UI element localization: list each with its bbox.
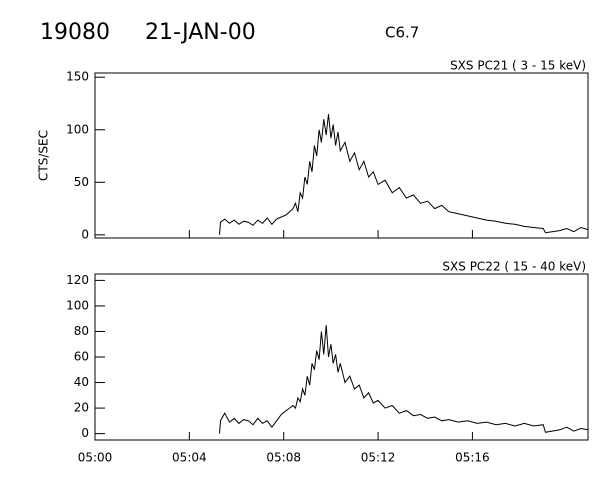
y-tick-label: 50 <box>74 175 89 189</box>
y-tick-label: 100 <box>66 122 89 136</box>
y-tick-label: 40 <box>74 375 89 389</box>
event-date: 21-JAN-00 <box>145 20 256 45</box>
event-id: 19080 <box>40 20 110 45</box>
y-tick-label: 150 <box>66 70 89 84</box>
x-tick-label: 05:00 <box>78 451 113 465</box>
y-tick-label: 80 <box>74 324 89 338</box>
y-tick-label: 20 <box>74 401 89 415</box>
y-tick-label: 120 <box>66 273 89 287</box>
y-tick-label: 100 <box>66 298 89 312</box>
y-axis-label: CTS/SEC <box>37 130 51 181</box>
y-tick-label: 60 <box>74 350 89 364</box>
plot-frame <box>94 72 589 239</box>
y-tick-label: 0 <box>81 227 89 241</box>
x-tick-label: 05:08 <box>266 451 301 465</box>
data-line <box>219 113 589 235</box>
plot-frame <box>94 273 589 441</box>
x-tick-label: 05:04 <box>172 451 207 465</box>
panel-title: SXS PC22 ( 15 - 40 keV) <box>442 260 586 274</box>
flare-class: C6.7 <box>385 24 419 42</box>
y-tick-label: 0 <box>81 426 89 440</box>
x-tick-label: 05:16 <box>455 451 490 465</box>
panel-title: SXS PC21 ( 3 - 15 keV) <box>450 59 586 73</box>
data-line <box>219 325 589 434</box>
x-tick-label: 05:12 <box>361 451 396 465</box>
